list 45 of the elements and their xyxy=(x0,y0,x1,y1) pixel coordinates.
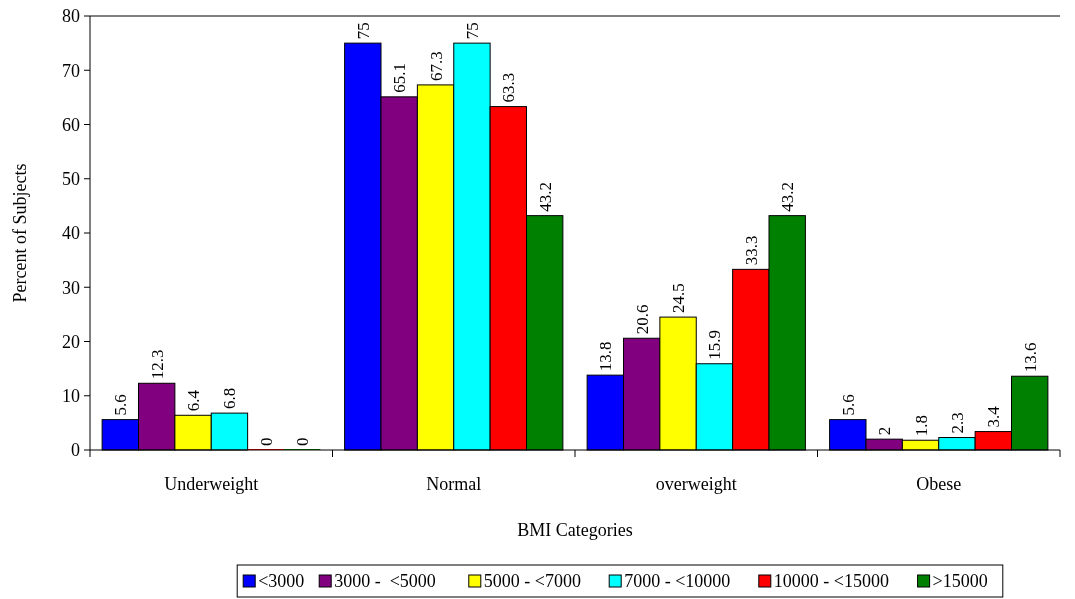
y-tick-label: 40 xyxy=(62,223,80,244)
data-label: 20.6 xyxy=(632,304,652,335)
data-label: 33.3 xyxy=(741,235,761,266)
data-label: 0 xyxy=(293,437,313,446)
data-label: 6.8 xyxy=(220,387,240,410)
data-label: 75 xyxy=(353,22,373,40)
data-label: 12.3 xyxy=(147,349,167,380)
legend-label: >15000 xyxy=(932,571,988,592)
y-tick-label: 60 xyxy=(62,114,80,135)
data-label: 5.6 xyxy=(838,394,858,416)
data-label: 15.9 xyxy=(705,329,725,360)
x-tick-label: Obese xyxy=(916,474,962,494)
y-tick-label: 0 xyxy=(71,440,80,461)
x-tick-label: overweight xyxy=(655,474,737,494)
data-label: 43.2 xyxy=(778,181,798,212)
x-axis-title: BMI Categories xyxy=(517,520,633,540)
data-label: 0 xyxy=(256,437,276,446)
data-label: 13.6 xyxy=(1020,342,1040,373)
legend-label: 7000 - <10000 xyxy=(624,571,731,592)
y-tick-label: 70 xyxy=(62,60,80,81)
data-label: 2 xyxy=(875,426,895,436)
data-label: 43.2 xyxy=(535,181,555,212)
x-tick-label: Normal xyxy=(426,474,482,494)
data-label: 1.8 xyxy=(911,414,931,437)
y-tick-label: 50 xyxy=(62,169,80,190)
legend-label: 10000 - <15000 xyxy=(773,571,889,592)
legend-label: 3000 - <5000 xyxy=(334,571,436,592)
y-tick-label: 20 xyxy=(62,331,80,352)
data-label: 13.8 xyxy=(596,341,616,372)
data-label: 3.4 xyxy=(984,405,1004,428)
data-label: 65.1 xyxy=(390,63,410,93)
legend-label: 5000 - <7000 xyxy=(483,571,581,592)
data-label: 5.6 xyxy=(111,394,131,416)
legend-label: <3000 xyxy=(258,571,305,592)
data-label: 6.4 xyxy=(184,389,204,412)
y-tick-label: 80 xyxy=(62,6,80,27)
data-label: 63.3 xyxy=(499,72,519,103)
data-label: 24.5 xyxy=(669,283,689,314)
data-label: 67.3 xyxy=(426,51,446,81)
x-tick-label: Underweight xyxy=(164,474,259,494)
y-tick-label: 10 xyxy=(62,386,80,407)
data-label: 2.3 xyxy=(947,412,967,434)
y-tick-label: 30 xyxy=(62,277,80,298)
y-axis-title: Percent of Subjects xyxy=(10,163,30,303)
data-label: 75 xyxy=(462,22,482,40)
